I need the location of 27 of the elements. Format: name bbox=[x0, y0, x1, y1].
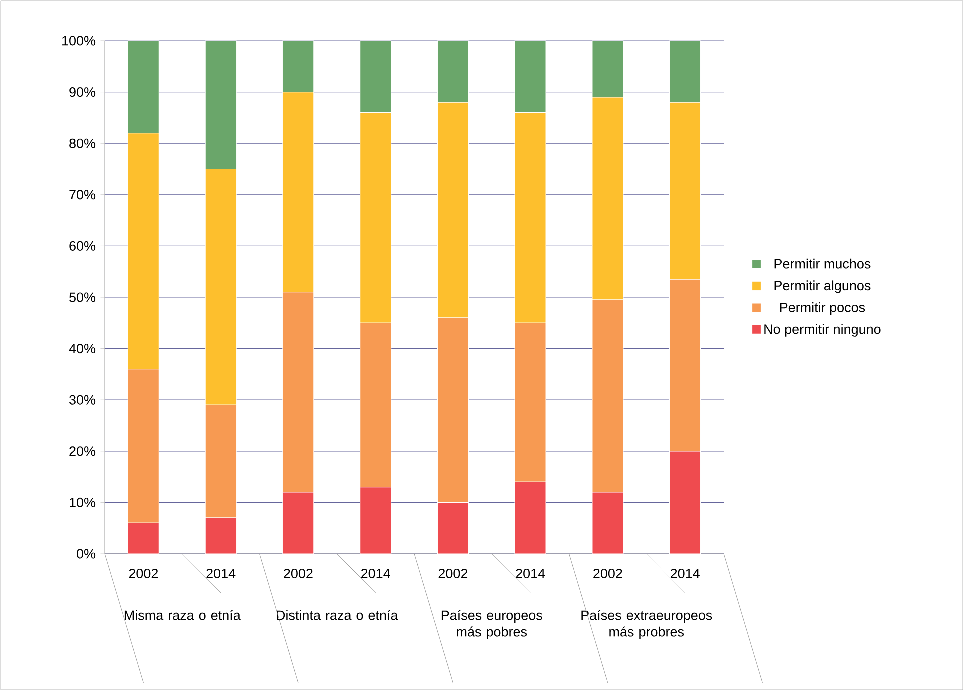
y-tick-label: 20% bbox=[70, 446, 96, 456]
text: Países extraeuropeos más probres bbox=[582, 610, 712, 640]
y-tick-label: 50% bbox=[70, 292, 96, 302]
y-tick-label: 100% bbox=[62, 36, 96, 46]
y-tick-label: 40% bbox=[69, 344, 96, 354]
text: Países europeos más pobres bbox=[442, 610, 542, 640]
y-tick-label: 70% bbox=[70, 190, 96, 200]
x-tick-label: 2002 bbox=[284, 568, 313, 579]
x-tick-label: 2002 bbox=[129, 568, 158, 579]
x-tick-label: 2014 bbox=[361, 568, 390, 579]
y-tick-label: 10% bbox=[70, 498, 96, 508]
text: Distinta raza o etnía bbox=[277, 610, 398, 620]
legend-label: Permitir algunos bbox=[774, 280, 871, 294]
x-tick-label: 2014 bbox=[670, 568, 700, 579]
y-tick-label: 0% bbox=[77, 549, 96, 559]
y-tick-label: 90% bbox=[70, 88, 96, 98]
text: Misma raza o etnía bbox=[124, 610, 241, 620]
legend-label: Permitir pocos bbox=[780, 302, 866, 316]
x-tick-label: 2002 bbox=[594, 568, 622, 579]
legend-label: Permitir muchos bbox=[774, 258, 871, 269]
y-tick-label: 80% bbox=[70, 138, 96, 148]
y-tick-label: 30% bbox=[70, 395, 96, 405]
x-tick-label: 2002 bbox=[438, 568, 468, 579]
x-tick-label: 2014 bbox=[206, 568, 236, 579]
y-tick-label: 60% bbox=[70, 241, 96, 251]
legend-label: No permitir ninguno bbox=[764, 324, 881, 337]
x-tick-label: 2014 bbox=[516, 568, 546, 579]
